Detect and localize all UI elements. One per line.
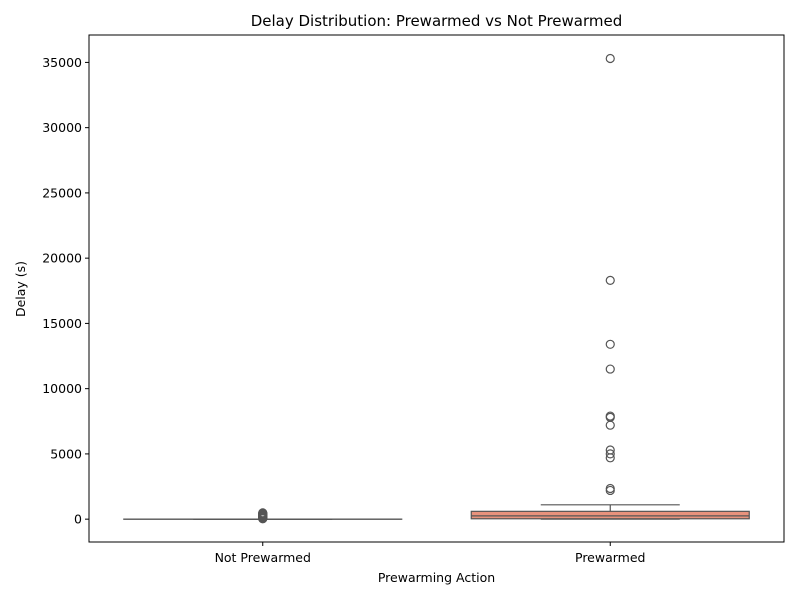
box-body [470,510,750,520]
outlier-point [605,449,615,459]
y-tick-label: 35000 [42,55,82,70]
plot-frame [88,34,785,543]
y-tick-label: 30000 [42,120,82,135]
outlier-point [605,420,615,430]
y-tick-label: 10000 [42,381,82,396]
outlier-point [605,364,615,374]
outlier-point [605,339,615,349]
y-tick-label: 15000 [42,316,82,331]
y-tick-label: 5000 [50,446,82,461]
x-tick-label: Prewarmed [575,550,645,565]
outlier-point [258,508,268,518]
outlier-point [605,483,615,494]
y-axis-title: Delay (s) [13,261,28,317]
x-axis-title: Prewarming Action [378,570,495,585]
y-tick-label: 25000 [42,185,82,200]
outlier-point [605,411,615,421]
y-tick-label: 20000 [42,251,82,266]
chart-title: Delay Distribution: Prewarmed vs Not Pre… [251,12,623,30]
plot-area: 0 5000 10000 15000 20000 25000 30000 35000 Not P… [42,53,750,565]
y-tick-label: 0 [74,512,82,527]
outlier-point [605,53,615,64]
x-tick-label: Not Prewarmed [215,550,311,565]
outlier-point [605,445,615,455]
outlier-point [605,275,615,285]
